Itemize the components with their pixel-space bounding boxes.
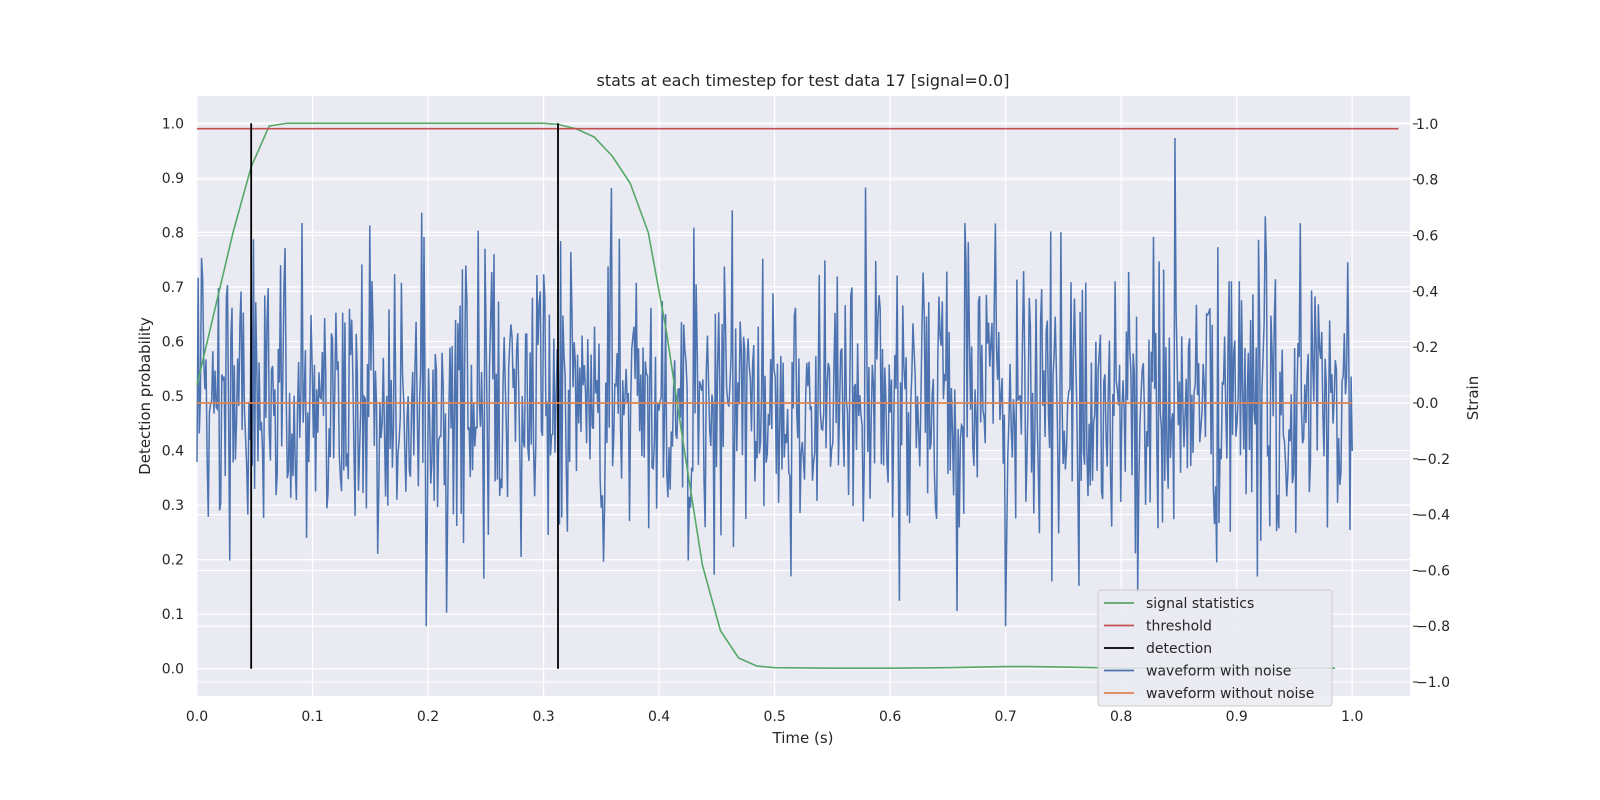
y-left-tick-label: 0.9	[162, 171, 184, 187]
y-left-tick-label: 0.7	[162, 280, 184, 296]
y-right-tick-label: −0.6	[1416, 563, 1450, 579]
x-tick-label: 0.4	[648, 709, 670, 725]
legend-label: signal statistics	[1146, 596, 1254, 612]
chart-title: stats at each timestep for test data 17 …	[597, 71, 1010, 90]
y-left-tick-label: 0.3	[162, 498, 184, 514]
x-tick-label: 0.2	[417, 709, 439, 725]
y-left-tick-label: 0.5	[162, 389, 184, 405]
y-left-tick-label: 0.1	[162, 607, 184, 623]
y-axis-right-label: Strain	[1464, 376, 1482, 420]
x-tick-label: 1.0	[1341, 709, 1363, 725]
x-tick-label: 0.5	[763, 709, 785, 725]
legend: signal statistics threshold detection wavef…	[1097, 589, 1333, 707]
y-left-tick-label: 0.2	[162, 553, 184, 569]
series-waveform-with-noise	[196, 138, 1353, 627]
y-right-tick-label: −0.8	[1416, 619, 1450, 635]
y-left-tick-label: 1.0	[162, 116, 184, 132]
y-right-tick-label: 0.8	[1416, 173, 1438, 189]
legend-label: waveform with noise	[1146, 664, 1291, 680]
y-right-tick-label: −0.2	[1416, 452, 1450, 468]
x-axis-label: Time (s)	[772, 729, 834, 747]
legend-label: detection	[1146, 641, 1212, 657]
y-right-tick-label: 0.6	[1416, 229, 1438, 245]
y-right-tick-label: −1.0	[1416, 675, 1450, 691]
legend-label: threshold	[1146, 619, 1212, 635]
y-right-tick-label: 0.0	[1416, 396, 1438, 412]
x-tick-label: 0.8	[1110, 709, 1132, 725]
tick-labels: 0.0 0.1 0.2 0.3 0.4 0.5 0.6 0.7 0.8 0.9 1.0 0.0 0.1 0…	[162, 116, 1450, 725]
y-left-tick-label: 0.6	[162, 334, 184, 350]
y-right-tick-label: 0.4	[1416, 284, 1438, 300]
x-tick-label: 0.0	[186, 709, 208, 725]
x-tick-label: 0.6	[879, 709, 901, 725]
series-signal-statistics	[196, 122, 1335, 669]
y-left-tick-label: 0.0	[162, 662, 184, 678]
legend-label: waveform without noise	[1146, 686, 1314, 702]
x-tick-label: 0.9	[1226, 709, 1248, 725]
y-left-tick-label: 0.8	[162, 225, 184, 241]
y-left-tick-label: 0.4	[162, 444, 184, 460]
legend-box	[1097, 589, 1333, 707]
x-tick-label: 0.7	[995, 709, 1017, 725]
y-right-tick-label: 1.0	[1416, 117, 1438, 133]
y-right-tick-label: −0.4	[1416, 508, 1450, 524]
y-axis-left-label: Detection probability	[136, 317, 154, 475]
y-right-tick-label: 0.2	[1416, 340, 1438, 356]
x-tick-label: 0.1	[301, 709, 323, 725]
x-tick-label: 0.3	[532, 709, 554, 725]
series-layer	[196, 122, 1399, 669]
